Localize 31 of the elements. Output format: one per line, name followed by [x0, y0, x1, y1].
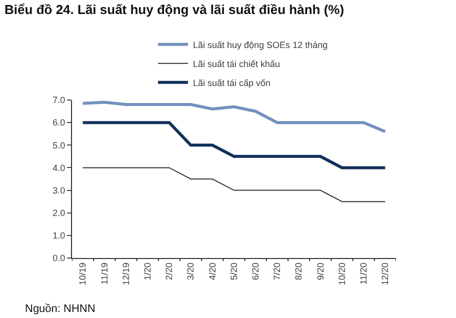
x-tick-label: 10/19: [78, 262, 88, 286]
x-tick-label: 12/19: [120, 262, 131, 286]
y-tick-label: 6.0: [52, 118, 66, 128]
line-series: [82, 167, 386, 202]
line-series: [81, 121, 387, 170]
y-tick-label: 3.0: [52, 185, 66, 196]
x-tick-label: 11/20: [358, 262, 369, 284]
y-tick-label: 2.0: [52, 208, 66, 218]
x-tick-label: 7/20: [272, 262, 282, 280]
legend-label: Lãi suất huy động SOEs 12 tháng: [193, 40, 328, 50]
x-tick-label: 2/20: [164, 262, 174, 280]
line-series: [81, 100, 387, 134]
legend-label: Lãi suất tái cấp vốn: [193, 78, 271, 88]
y-tick-label: 4.0: [52, 162, 66, 173]
y-tick-label: 1.0: [52, 230, 66, 241]
y-tick-label: 5.0: [52, 140, 66, 150]
legend-label: Lãi suất tái chiết khấu: [193, 58, 280, 69]
x-tick-label: 11/19: [99, 262, 110, 284]
y-tick-label: 7.0: [52, 95, 66, 106]
x-tick-label: 3/20: [186, 262, 196, 280]
x-tick-label: 10/20: [336, 262, 347, 286]
x-tick-label: 12/20: [380, 262, 390, 286]
x-tick-label: 8/20: [294, 262, 304, 280]
x-tick-label: 5/20: [228, 262, 239, 280]
text: Nguồn: NHNN: [25, 303, 96, 315]
y-tick-label: 0.0: [52, 253, 66, 264]
x-tick-label: 1/20: [142, 262, 153, 280]
x-tick-label: 6/20: [250, 262, 261, 280]
x-tick-label: 9/20: [315, 262, 326, 280]
x-tick-label: 4/20: [207, 262, 218, 280]
chart-title: Biểu đồ 24. Lãi suất huy động và lãi suất điều hành (%): [4, 2, 344, 17]
